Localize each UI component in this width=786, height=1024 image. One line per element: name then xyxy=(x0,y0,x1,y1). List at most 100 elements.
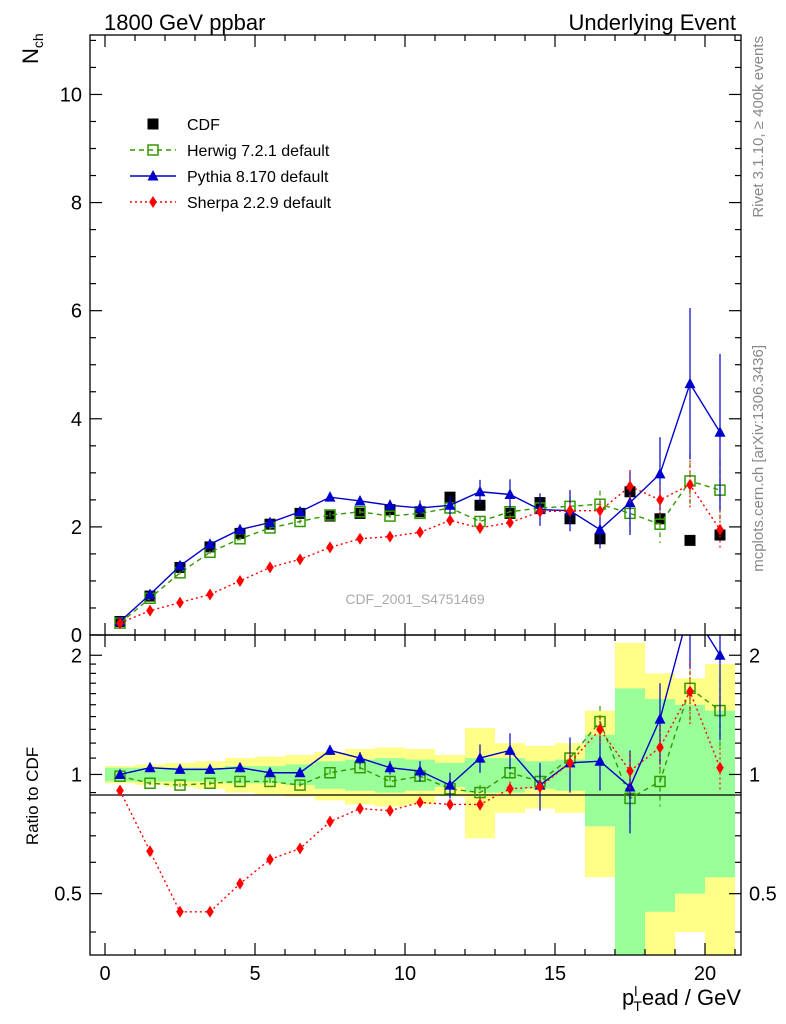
band-inner xyxy=(195,767,225,782)
point-sherpa xyxy=(686,478,694,491)
point-sherpa xyxy=(206,588,214,601)
header-right: Underlying Event xyxy=(568,10,736,35)
point-herwig xyxy=(324,766,336,779)
tick-label: 1 xyxy=(71,764,82,786)
legend-entry-data: CDF xyxy=(147,117,220,134)
point-sherpa xyxy=(566,504,574,517)
point-pythia xyxy=(624,780,636,792)
point-pythia xyxy=(414,765,426,776)
header-left: 1800 GeV ppbar xyxy=(104,10,265,35)
point-sherpa xyxy=(536,780,544,793)
mcplots-label: mcplots.cern.ch [arXiv:1306.3436] xyxy=(750,345,767,572)
point-sherpa xyxy=(716,523,724,536)
band-inner xyxy=(225,766,255,784)
series-pythia xyxy=(114,307,726,626)
point-herwig xyxy=(144,777,156,790)
point-sherpa xyxy=(566,756,574,769)
point-sherpa xyxy=(266,561,274,574)
legend-marker-pythia xyxy=(147,170,159,181)
series-sherpa xyxy=(116,460,724,630)
point-pythia xyxy=(144,588,156,599)
point-sherpa xyxy=(446,798,454,811)
point-sherpa xyxy=(116,784,124,797)
point-herwig xyxy=(654,775,666,788)
point-pythia xyxy=(174,763,186,774)
legend-marker-data xyxy=(147,118,159,130)
point-pythia xyxy=(264,766,276,778)
legend-entry-pythia: Pythia 8.170 default xyxy=(130,169,329,186)
point-pythia xyxy=(354,752,366,763)
point-sherpa xyxy=(386,530,394,543)
point-sherpa xyxy=(446,514,454,527)
point-pythia xyxy=(144,761,156,773)
point-pythia xyxy=(714,426,726,437)
point-data xyxy=(684,534,696,546)
point-pythia xyxy=(384,761,396,773)
legend-label: Pythia 8.170 default xyxy=(187,169,329,186)
point-sherpa xyxy=(656,741,664,754)
point-pythia xyxy=(384,499,396,510)
tick-label: 2 xyxy=(71,517,82,539)
point-data xyxy=(504,507,516,519)
point-pythia xyxy=(594,755,606,766)
point-pythia xyxy=(594,523,606,535)
tick-label: 20 xyxy=(694,963,716,985)
point-sherpa xyxy=(206,905,214,918)
point-sherpa xyxy=(416,526,424,539)
tick-label: 2 xyxy=(71,645,82,667)
point-sherpa xyxy=(386,804,394,817)
point-sherpa xyxy=(296,842,304,855)
rivet-label: Rivet 3.1.10, ≥ 400k events xyxy=(750,36,767,218)
point-pythia xyxy=(414,501,426,513)
tick-label: 0.5 xyxy=(54,884,82,906)
point-pythia xyxy=(444,499,456,510)
point-sherpa xyxy=(356,532,364,545)
tick-label: 10 xyxy=(394,963,416,985)
ratio-panel-series xyxy=(114,601,726,918)
point-sherpa xyxy=(356,802,364,815)
y-axis-label-ratio: Ratio to CDF xyxy=(23,747,42,845)
point-sherpa xyxy=(476,798,484,811)
point-pythia xyxy=(114,768,126,779)
point-pythia xyxy=(294,766,306,778)
point-sherpa xyxy=(656,493,664,506)
point-sherpa xyxy=(296,553,304,566)
point-sherpa xyxy=(176,905,184,918)
point-pythia xyxy=(234,761,246,773)
point-pythia xyxy=(294,505,306,517)
point-pythia xyxy=(474,485,486,497)
point-herwig xyxy=(654,518,666,530)
point-herwig xyxy=(294,779,306,791)
tick-label: 10 xyxy=(60,84,82,106)
tick-label: 0 xyxy=(71,625,82,647)
point-pythia xyxy=(264,516,276,528)
legend-marker-sherpa xyxy=(149,196,157,208)
point-pythia xyxy=(654,713,666,724)
band-inner xyxy=(165,767,195,782)
point-sherpa xyxy=(596,504,604,517)
point-pythia xyxy=(504,744,516,755)
point-sherpa xyxy=(326,541,334,554)
x-axis-label: pl Tead / GeV xyxy=(622,983,741,1014)
analysis-watermark: CDF_2001_S4751469 xyxy=(345,591,485,607)
point-pythia xyxy=(685,601,696,612)
point-herwig xyxy=(204,777,216,790)
point-pythia xyxy=(444,779,456,790)
svg-text:Nch: Nch xyxy=(18,33,46,64)
point-sherpa xyxy=(236,574,244,587)
legend-entry-herwig: Herwig 7.2.1 default xyxy=(130,143,330,160)
point-sherpa xyxy=(146,845,154,858)
tick-label: 15 xyxy=(544,963,566,985)
legend-label: Sherpa 2.2.9 default xyxy=(187,195,332,212)
point-herwig xyxy=(174,779,186,791)
point-herwig xyxy=(384,510,396,522)
point-sherpa xyxy=(716,761,724,774)
point-sherpa xyxy=(626,765,634,778)
point-sherpa xyxy=(506,516,514,529)
legend-label: CDF xyxy=(187,117,220,134)
band-inner xyxy=(315,761,345,789)
point-herwig xyxy=(234,775,246,788)
